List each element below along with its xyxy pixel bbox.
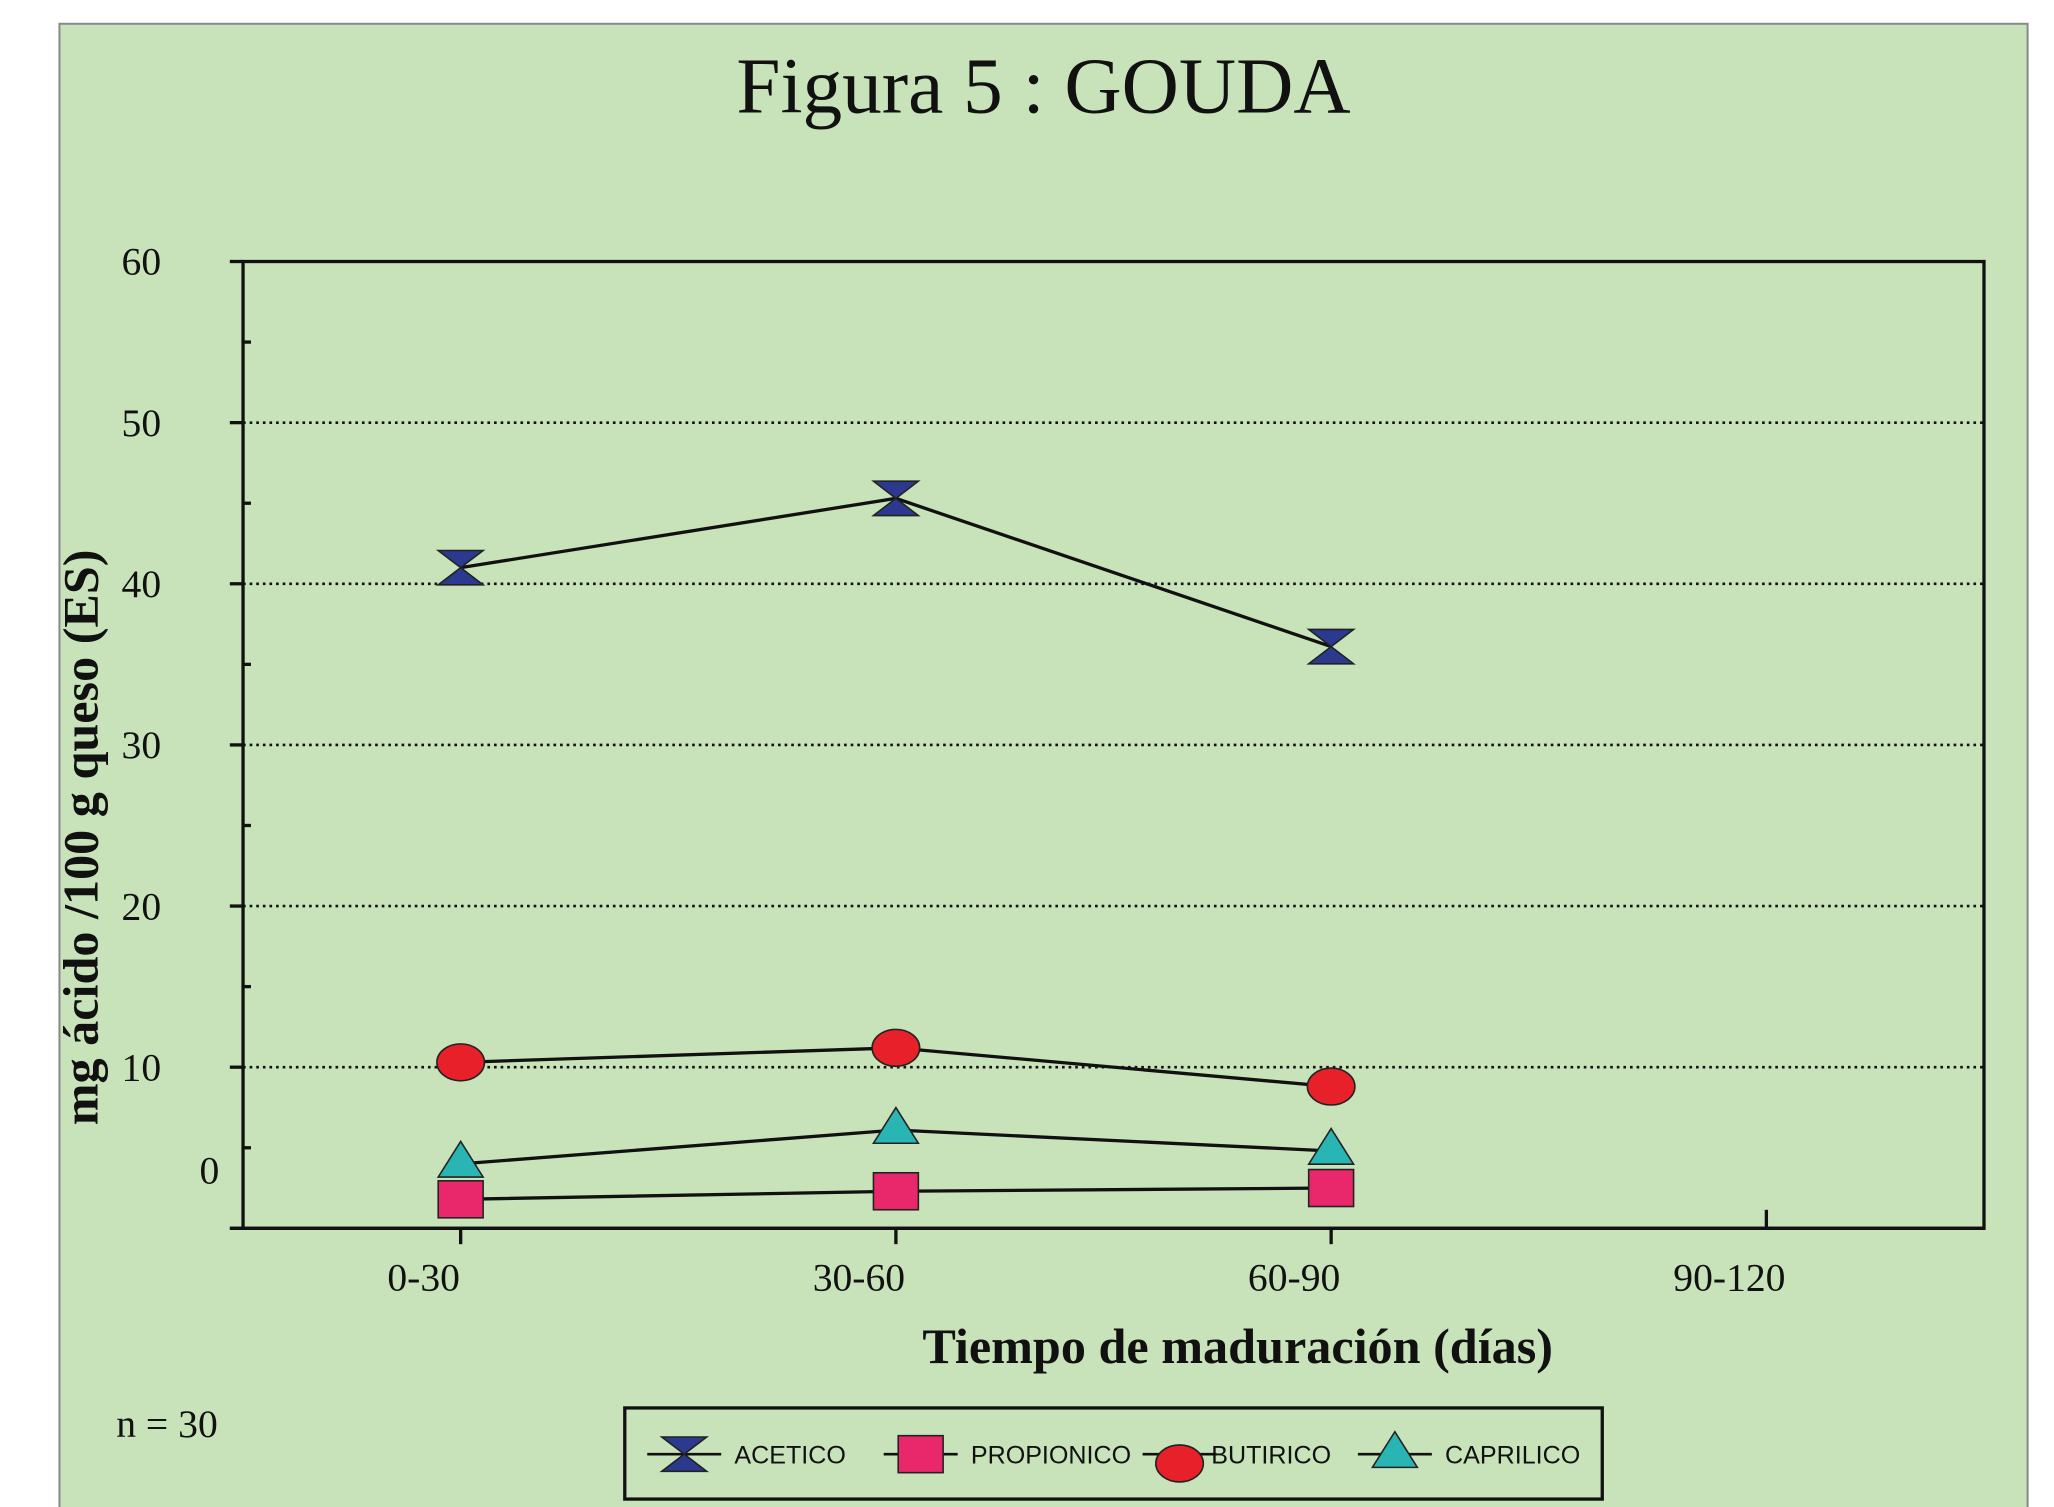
x-tick-label: 30-60 [813, 1255, 905, 1299]
y-tick-label: 10 [122, 1045, 162, 1089]
legend-marker [1154, 1444, 1205, 1483]
y-tick-label: 50 [122, 401, 162, 445]
data-point [1306, 628, 1356, 665]
legend-marker [897, 1434, 944, 1474]
data-point [1307, 1127, 1356, 1165]
x-tick-label: 60-90 [1248, 1255, 1340, 1299]
data-point [872, 1106, 920, 1145]
y-tick-label: 30 [122, 723, 162, 767]
x-tick-label: 0-30 [387, 1255, 460, 1299]
data-point [1307, 1168, 1355, 1208]
legend-label: CAPRILICO [1445, 1441, 1580, 1469]
x-axis-label: Tiempo de maduración (días) [922, 1318, 1553, 1374]
data-point [435, 549, 486, 586]
x-tick-label: 90-120 [1673, 1255, 1785, 1299]
legend-marker [1370, 1430, 1419, 1469]
legend-marker [659, 1436, 710, 1473]
y-tick-label: 0 [199, 1148, 219, 1192]
y-tick-label: 60 [122, 240, 162, 284]
data-point [1306, 1067, 1356, 1106]
data-point [872, 1171, 920, 1211]
y-tick-label: 40 [122, 562, 162, 606]
data-point [871, 480, 921, 517]
y-axis-label: mg ácido /100 g queso (ES) [53, 549, 109, 1125]
legend-label: PROPIONICO [971, 1441, 1131, 1469]
data-point [436, 1043, 486, 1082]
legend-label: ACETICO [734, 1441, 845, 1469]
data-point [437, 1180, 484, 1219]
y-tick-label: 20 [122, 884, 162, 928]
chart-background [58, 22, 2029, 1507]
chart-title: Figura 5 : GOUDA [736, 42, 1350, 130]
legend-box [623, 1406, 1604, 1501]
note: n = 30 [116, 1402, 218, 1446]
legend-label: BUTIRICO [1211, 1441, 1331, 1469]
data-point [871, 1028, 921, 1068]
data-point [436, 1139, 485, 1178]
